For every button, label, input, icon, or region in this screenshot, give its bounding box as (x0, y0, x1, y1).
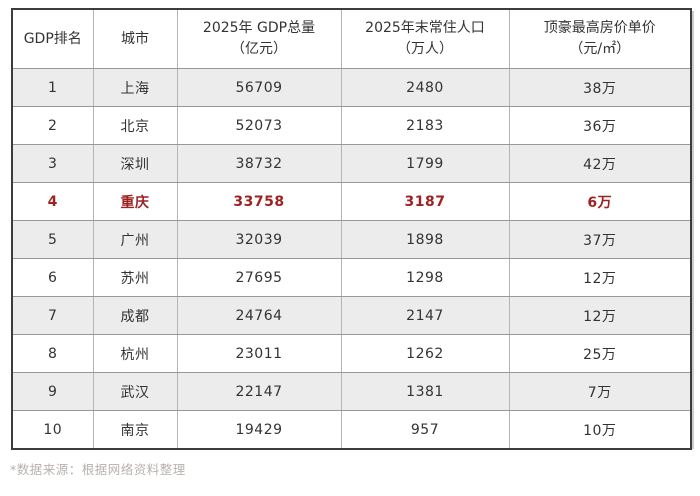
table-header: GDP排名 城市 2025年 GDP总量 （亿元） 2025年末常住人口 （万人… (11, 8, 692, 69)
cell-rank: 3 (11, 144, 94, 183)
cell-price: 12万 (508, 258, 692, 297)
cell-city: 上海 (92, 68, 178, 107)
table-row: 4 重庆 33758 3187 6万 (11, 182, 692, 221)
cell-rank: 9 (11, 372, 94, 411)
cell-price: 42万 (508, 144, 692, 183)
cell-city: 北京 (92, 106, 178, 145)
table-row: 10 南京 19429 957 10万 (11, 410, 692, 450)
cell-price: 10万 (508, 410, 692, 450)
cell-city: 重庆 (92, 182, 178, 221)
cell-rank: 2 (11, 106, 94, 145)
cell-gdp: 24764 (176, 296, 342, 335)
cell-population: 1898 (340, 220, 510, 259)
column-header-gdp-label: 2025年 GDP总量 (202, 20, 316, 36)
table-row: 8 杭州 23011 1262 25万 (11, 334, 692, 373)
cell-population: 1298 (340, 258, 510, 297)
cell-gdp: 19429 (176, 410, 342, 450)
column-header-gdp-sub: （亿元） (231, 41, 287, 57)
cell-rank: 4 (11, 182, 94, 221)
city-gdp-table: GDP排名 城市 2025年 GDP总量 （亿元） 2025年末常住人口 （万人… (11, 8, 692, 450)
cell-gdp: 56709 (176, 68, 342, 107)
cell-gdp: 27695 (176, 258, 342, 297)
cell-city: 成都 (92, 296, 178, 335)
gdp-ranking-table: GDP排名 城市 2025年 GDP总量 （亿元） 2025年末常住人口 （万人… (11, 8, 692, 450)
column-header-population-sub: （万人） (397, 41, 453, 57)
table-row: 2 北京 52073 2183 36万 (11, 106, 692, 145)
cell-population: 1381 (340, 372, 510, 411)
column-header-city-label: 城市 (121, 30, 149, 47)
cell-population: 2183 (340, 106, 510, 145)
column-header-rank-label: GDP排名 (23, 30, 82, 47)
data-source-note: *数据来源：根据网络资料整理 (10, 462, 186, 477)
cell-gdp: 33758 (176, 182, 342, 221)
table-row: 9 武汉 22147 1381 7万 (11, 372, 692, 411)
cell-gdp: 23011 (176, 334, 342, 373)
table-row: 1 上海 56709 2480 38万 (11, 68, 692, 107)
cell-rank: 6 (11, 258, 94, 297)
cell-gdp: 38732 (176, 144, 342, 183)
cell-population: 957 (340, 410, 510, 450)
cell-city: 苏州 (92, 258, 178, 297)
cell-price: 12万 (508, 296, 692, 335)
cell-city: 杭州 (92, 334, 178, 373)
cell-rank: 7 (11, 296, 94, 335)
column-header-population: 2025年末常住人口 （万人） (340, 8, 510, 69)
cell-population: 2147 (340, 296, 510, 335)
column-header-price-label: 顶豪最高房价单价 (543, 20, 656, 36)
column-header-price: 顶豪最高房价单价 （元/㎡） (508, 8, 692, 69)
column-header-price-sub: （元/㎡） (569, 41, 631, 57)
cell-gdp: 52073 (176, 106, 342, 145)
table-body: 1 上海 56709 2480 38万 2 北京 52073 2183 36万 … (11, 68, 692, 450)
cell-population: 3187 (340, 182, 510, 221)
cell-rank: 5 (11, 220, 94, 259)
cell-price: 37万 (508, 220, 692, 259)
cell-price: 36万 (508, 106, 692, 145)
cell-city: 深圳 (92, 144, 178, 183)
cell-city: 武汉 (92, 372, 178, 411)
cell-city: 广州 (92, 220, 178, 259)
cell-rank: 1 (11, 68, 94, 107)
table-row: 5 广州 32039 1898 37万 (11, 220, 692, 259)
cell-price: 7万 (508, 372, 692, 411)
cell-population: 1799 (340, 144, 510, 183)
cell-population: 1262 (340, 334, 510, 373)
cell-rank: 10 (11, 410, 94, 450)
column-header-gdp: 2025年 GDP总量 （亿元） (176, 8, 342, 69)
column-header-rank: GDP排名 (11, 8, 94, 69)
cell-price: 6万 (508, 182, 692, 221)
cell-gdp: 32039 (176, 220, 342, 259)
cell-population: 2480 (340, 68, 510, 107)
cell-gdp: 22147 (176, 372, 342, 411)
cell-price: 25万 (508, 334, 692, 373)
cell-city: 南京 (92, 410, 178, 450)
column-header-city: 城市 (92, 8, 178, 69)
table-row: 3 深圳 38732 1799 42万 (11, 144, 692, 183)
table-row: 7 成都 24764 2147 12万 (11, 296, 692, 335)
cell-price: 38万 (508, 68, 692, 107)
column-header-population-label: 2025年末常住人口 (365, 20, 485, 36)
table-row: 6 苏州 27695 1298 12万 (11, 258, 692, 297)
header-row: GDP排名 城市 2025年 GDP总量 （亿元） 2025年末常住人口 （万人… (11, 8, 692, 69)
cell-rank: 8 (11, 334, 94, 373)
